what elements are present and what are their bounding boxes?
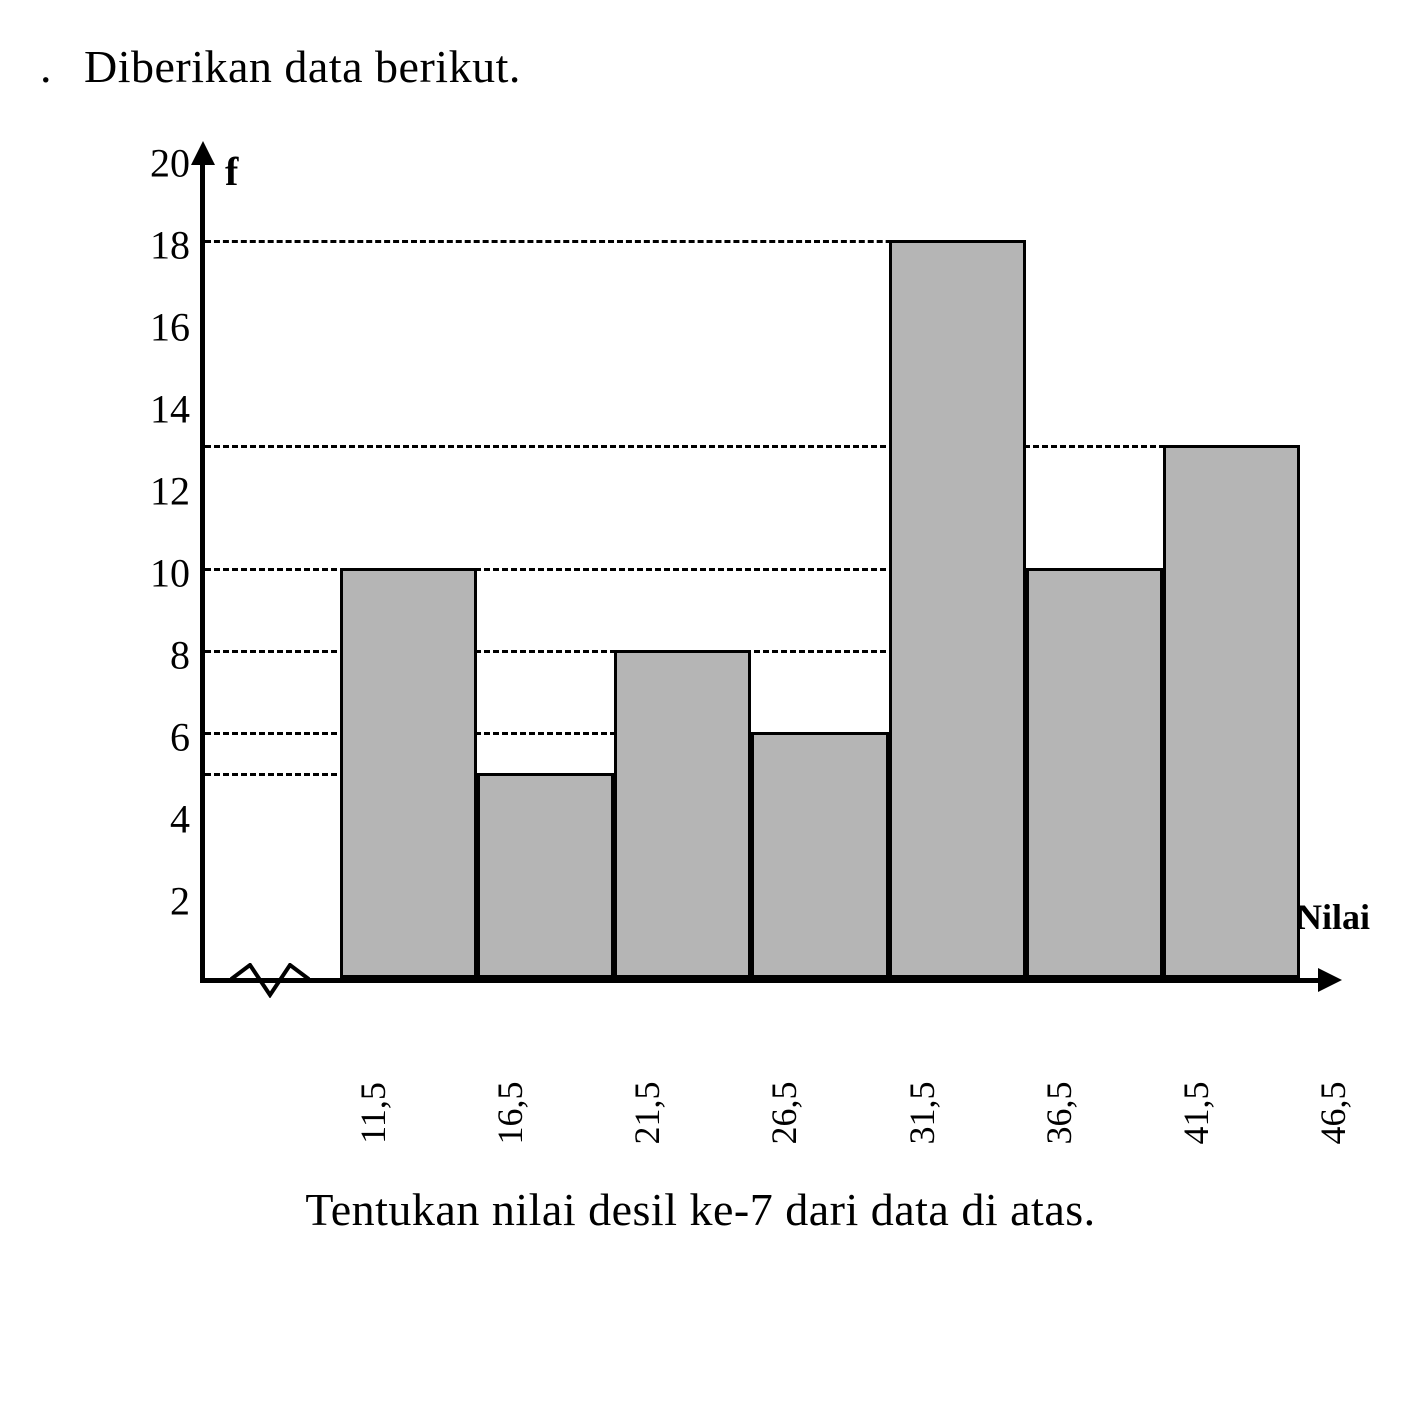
x-tick-label: 26,5 xyxy=(763,1082,805,1145)
y-axis-label: f xyxy=(225,148,238,195)
histogram-bar xyxy=(340,568,477,978)
plot-area: f Nilai 2468101214161820 11,516,521,526,… xyxy=(200,163,1320,983)
histogram-chart: f Nilai 2468101214161820 11,516,521,526,… xyxy=(80,123,1360,1123)
y-tick-label: 16 xyxy=(110,304,190,351)
x-tick-label: 11,5 xyxy=(352,1082,394,1144)
page-title: Diberikan data berikut. xyxy=(84,41,521,92)
histogram-bar xyxy=(889,240,1026,978)
histogram-bar xyxy=(477,773,614,978)
leading-bullet: . xyxy=(40,41,52,92)
chart-caption: Tentukan nilai desil ke-7 dari data di a… xyxy=(40,1183,1361,1236)
y-tick-label: 18 xyxy=(110,222,190,269)
title-line: . Diberikan data berikut. xyxy=(40,40,1361,93)
x-axis-label: Nilai xyxy=(1296,896,1370,938)
x-tick-label: 46,5 xyxy=(1312,1082,1354,1145)
y-axis xyxy=(200,163,205,983)
gridline xyxy=(205,445,1300,448)
histogram-bar xyxy=(614,650,751,978)
x-tick-label: 21,5 xyxy=(626,1082,668,1145)
y-tick-label: 14 xyxy=(110,386,190,433)
y-tick-label: 2 xyxy=(110,878,190,925)
histogram-bar xyxy=(1163,445,1300,978)
x-axis xyxy=(200,978,1320,983)
x-tick-label: 36,5 xyxy=(1038,1082,1080,1145)
histogram-bar xyxy=(751,732,888,978)
x-axis-arrow-icon xyxy=(1318,968,1342,992)
y-axis-arrow-icon xyxy=(191,141,215,165)
x-tick-label: 31,5 xyxy=(901,1082,943,1145)
x-tick-label: 16,5 xyxy=(489,1082,531,1145)
y-tick-label: 12 xyxy=(110,468,190,515)
axis-break-icon xyxy=(230,963,310,998)
y-tick-label: 8 xyxy=(110,632,190,679)
histogram-bar xyxy=(1026,568,1163,978)
y-tick-label: 10 xyxy=(110,550,190,597)
x-tick-label: 41,5 xyxy=(1175,1082,1217,1145)
y-tick-label: 4 xyxy=(110,796,190,843)
y-tick-label: 20 xyxy=(110,140,190,187)
y-tick-label: 6 xyxy=(110,714,190,761)
